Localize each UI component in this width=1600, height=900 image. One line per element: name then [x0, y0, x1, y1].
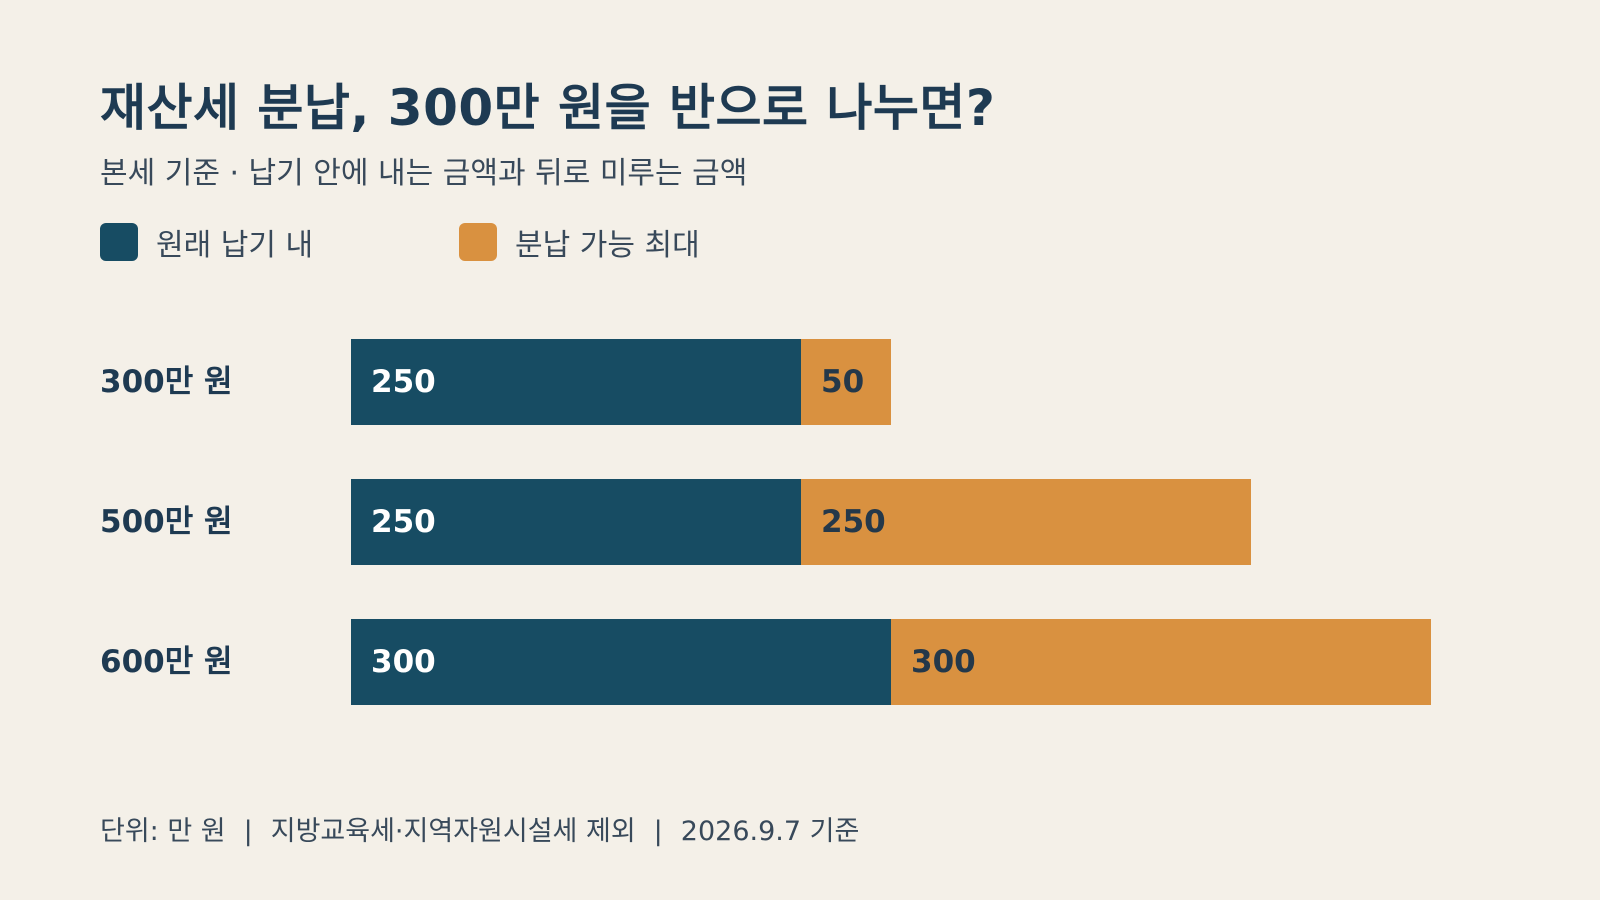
- bar-segment-series-2: [891, 619, 1431, 705]
- legend-label-series-1: 원래 납기 내: [156, 228, 314, 263]
- chart-footer: 단위: 만 원 | 지방교육세·지역자원시설세 제외 | 2026.9.7 기준: [100, 809, 859, 848]
- legend-swatch-series-2: [459, 223, 497, 261]
- chart-title: 재산세 분납, 300만 원을 반으로 나누면?: [100, 79, 996, 137]
- legend-item-series-2: 분납 가능 최대: [459, 223, 700, 263]
- bar-value-label-series-1: 250: [371, 364, 436, 400]
- footer-separator-1: |: [243, 816, 253, 847]
- bar-value-label-series-1: 300: [371, 644, 436, 680]
- legend-swatch-series-1: [100, 223, 138, 261]
- legend-item-series-1: 원래 납기 내: [100, 223, 314, 263]
- category-label: 300만 원: [100, 364, 233, 400]
- bar-value-label-series-1: 250: [371, 504, 436, 540]
- bar-value-label-series-2: 300: [911, 644, 976, 680]
- footer-separator-2: |: [653, 816, 663, 847]
- bar-segment-series-2: [801, 339, 891, 425]
- bar-segment-series-2: [801, 479, 1251, 565]
- bar-segment-series-1: [351, 619, 891, 705]
- footer-note: 지방교육세·지역자원시설세 제외: [270, 816, 636, 847]
- footer-unit: 단위: 만 원: [100, 816, 226, 847]
- footer-date: 2026.9.7 기준: [680, 816, 860, 847]
- bar-segment-series-1: [351, 479, 801, 565]
- bar-value-label-series-2: 50: [821, 364, 864, 400]
- bar-segment-series-1: [351, 339, 801, 425]
- category-label: 600만 원: [100, 644, 233, 680]
- chart-subtitle: 본세 기준 · 납기 안에 내는 금액과 뒤로 미루는 금액: [100, 156, 748, 191]
- category-label: 500만 원: [100, 504, 233, 540]
- bar-value-label-series-2: 250: [821, 504, 886, 540]
- legend-label-series-2: 분납 가능 최대: [515, 228, 700, 263]
